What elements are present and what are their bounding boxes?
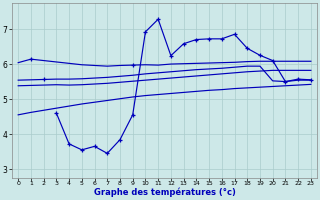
X-axis label: Graphe des températures (°c): Graphe des températures (°c) — [93, 188, 236, 197]
